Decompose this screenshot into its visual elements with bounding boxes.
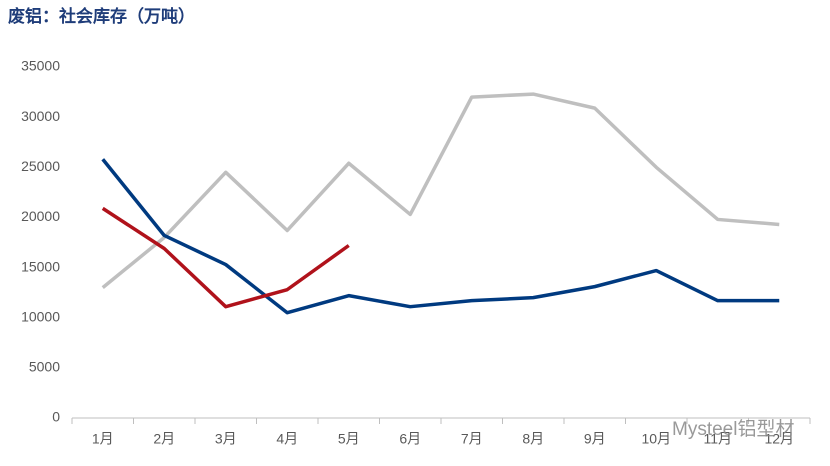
x-tick-label: 12月 <box>764 431 794 447</box>
line-series <box>101 92 780 289</box>
watermark: Mysteel铝型材 <box>672 418 794 440</box>
y-tick-label: 10000 <box>21 308 60 324</box>
x-tick-label: 9月 <box>584 431 606 447</box>
y-tick-label: 35000 <box>21 58 60 74</box>
x-tick-label: 3月 <box>215 431 237 447</box>
x-tick-label: 8月 <box>522 431 544 447</box>
x-tick-label: 1月 <box>92 431 114 447</box>
y-tick-label: 5000 <box>29 359 60 375</box>
y-tick-label: 20000 <box>21 208 60 224</box>
x-tick-label: 6月 <box>399 431 421 447</box>
chart-title: 废铝：社会库存（万吨） <box>8 6 195 27</box>
y-tick-label: 30000 <box>21 108 60 124</box>
line-series <box>101 158 780 315</box>
x-tick-label: 2月 <box>153 431 175 447</box>
y-tick-label: 25000 <box>21 158 60 174</box>
x-tick-label: 7月 <box>461 431 483 447</box>
line-series <box>101 206 350 309</box>
x-tick-label: 10月 <box>641 431 671 447</box>
y-tick-label: 15000 <box>21 258 60 274</box>
x-tick-label: 5月 <box>338 431 360 447</box>
y-tick-label: 0 <box>52 409 60 425</box>
x-tick-label: 11月 <box>703 431 732 447</box>
x-tick-label: 4月 <box>276 431 298 447</box>
